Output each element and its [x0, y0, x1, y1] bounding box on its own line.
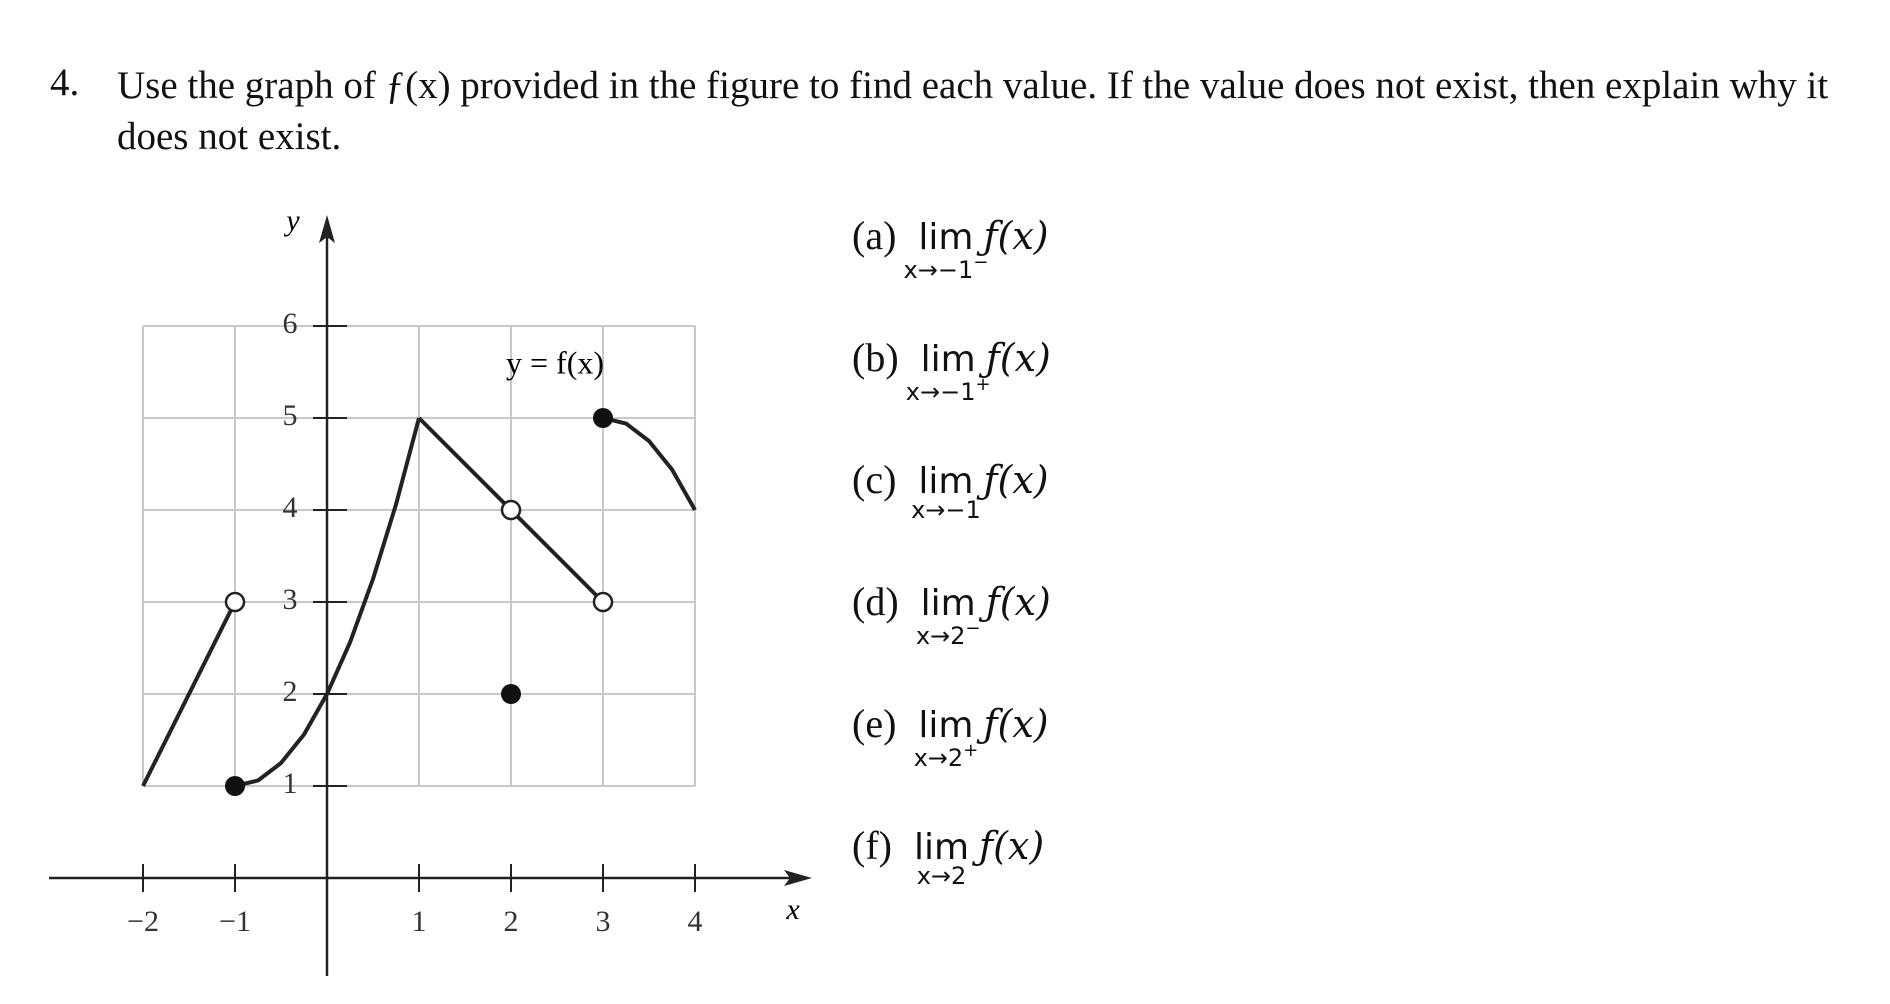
- open-point: [500, 499, 522, 521]
- part-label: (a): [852, 213, 897, 258]
- x-axis-arrow: [784, 870, 812, 886]
- limit-part: (b) lim x→−1+ ƒ(x): [852, 334, 1051, 406]
- limit-part: (c) lim x→−1 ƒ(x): [852, 456, 1049, 524]
- approach: x→2: [916, 862, 967, 890]
- function: ƒ(x): [983, 458, 1049, 502]
- function: ƒ(x): [983, 702, 1049, 746]
- approach: x→−1: [911, 496, 981, 524]
- y-axis-arrow: [319, 215, 335, 243]
- limit-subscript: x→−1−: [904, 252, 989, 284]
- limit-subscript: x→−1: [911, 496, 981, 524]
- x-axis-label: x: [785, 893, 800, 926]
- limit: lim x→2: [913, 827, 970, 890]
- closed-point: [593, 408, 613, 428]
- side: −: [973, 252, 989, 273]
- y-axis-label: y: [283, 204, 300, 237]
- limit: lim x→2−: [916, 583, 981, 650]
- y-tick-label: 5: [283, 399, 298, 432]
- side: −: [965, 618, 981, 639]
- limit: lim x→−1+: [906, 339, 991, 406]
- lim-word: lim: [918, 705, 974, 746]
- function: ƒ(x): [985, 580, 1051, 624]
- problem-number: 4.: [50, 61, 80, 104]
- closed-point: [225, 776, 245, 796]
- y-tick-label: 1: [283, 767, 298, 800]
- closed-point: [501, 684, 521, 704]
- lim-word: lim: [913, 827, 970, 868]
- limit-part: (f) lim x→2 ƒ(x): [852, 822, 1045, 890]
- x-tick-label: −2: [127, 905, 159, 938]
- approach: x→2: [913, 744, 964, 772]
- curve-segment: [234, 417, 421, 788]
- x-tick-label: 1: [412, 905, 427, 938]
- limit-subscript: x→2+: [914, 740, 979, 772]
- problem-text: Use the graph of ƒ(x) provided in the fi…: [117, 64, 1829, 158]
- x-tick-label: 3: [596, 905, 611, 938]
- function: ƒ(x): [979, 824, 1045, 868]
- approach: x→−1: [905, 378, 976, 406]
- part-label: (f): [852, 823, 892, 868]
- lim-word: lim: [920, 583, 976, 624]
- function: ƒ(x): [983, 214, 1049, 258]
- limit-part: (e) lim x→2+ ƒ(x): [852, 700, 1049, 772]
- limit-subscript: x→2: [917, 862, 967, 890]
- part-label: (e): [852, 701, 897, 746]
- approach: x→−1: [903, 256, 974, 284]
- y-tick-label: 3: [283, 583, 298, 616]
- curve-segment: [602, 416, 697, 511]
- limit-subscript: x→2−: [916, 618, 981, 650]
- limit: lim x→−1: [911, 461, 981, 524]
- part-label: (b): [852, 335, 899, 380]
- open-point: [592, 591, 614, 613]
- y-tick-label: 2: [283, 675, 298, 708]
- limit-part: (d) lim x→2− ƒ(x): [852, 578, 1051, 650]
- curve-label: y = f(x): [506, 344, 604, 380]
- y-tick-label: 4: [283, 491, 298, 524]
- function: ƒ(x): [985, 336, 1051, 380]
- side: +: [975, 374, 991, 395]
- curve-segment: [141, 601, 237, 787]
- limit: lim x→2+: [914, 705, 979, 772]
- open-point: [224, 591, 246, 613]
- x-tick-label: 2: [504, 905, 519, 938]
- lim-word: lim: [920, 339, 976, 380]
- x-tick-label: −1: [219, 905, 251, 938]
- x-tick-label: 4: [688, 905, 703, 938]
- approach: x→2: [915, 622, 966, 650]
- lim-word: lim: [918, 217, 974, 258]
- y-tick-label: 6: [283, 307, 298, 340]
- part-label: (c): [852, 457, 897, 502]
- side: +: [963, 740, 979, 761]
- limit-part: (a) lim x→−1− ƒ(x): [852, 212, 1049, 284]
- lim-word: lim: [918, 461, 974, 502]
- limit-subscript: x→−1+: [906, 374, 991, 406]
- part-label: (d): [852, 579, 899, 624]
- limit: lim x→−1−: [904, 217, 989, 284]
